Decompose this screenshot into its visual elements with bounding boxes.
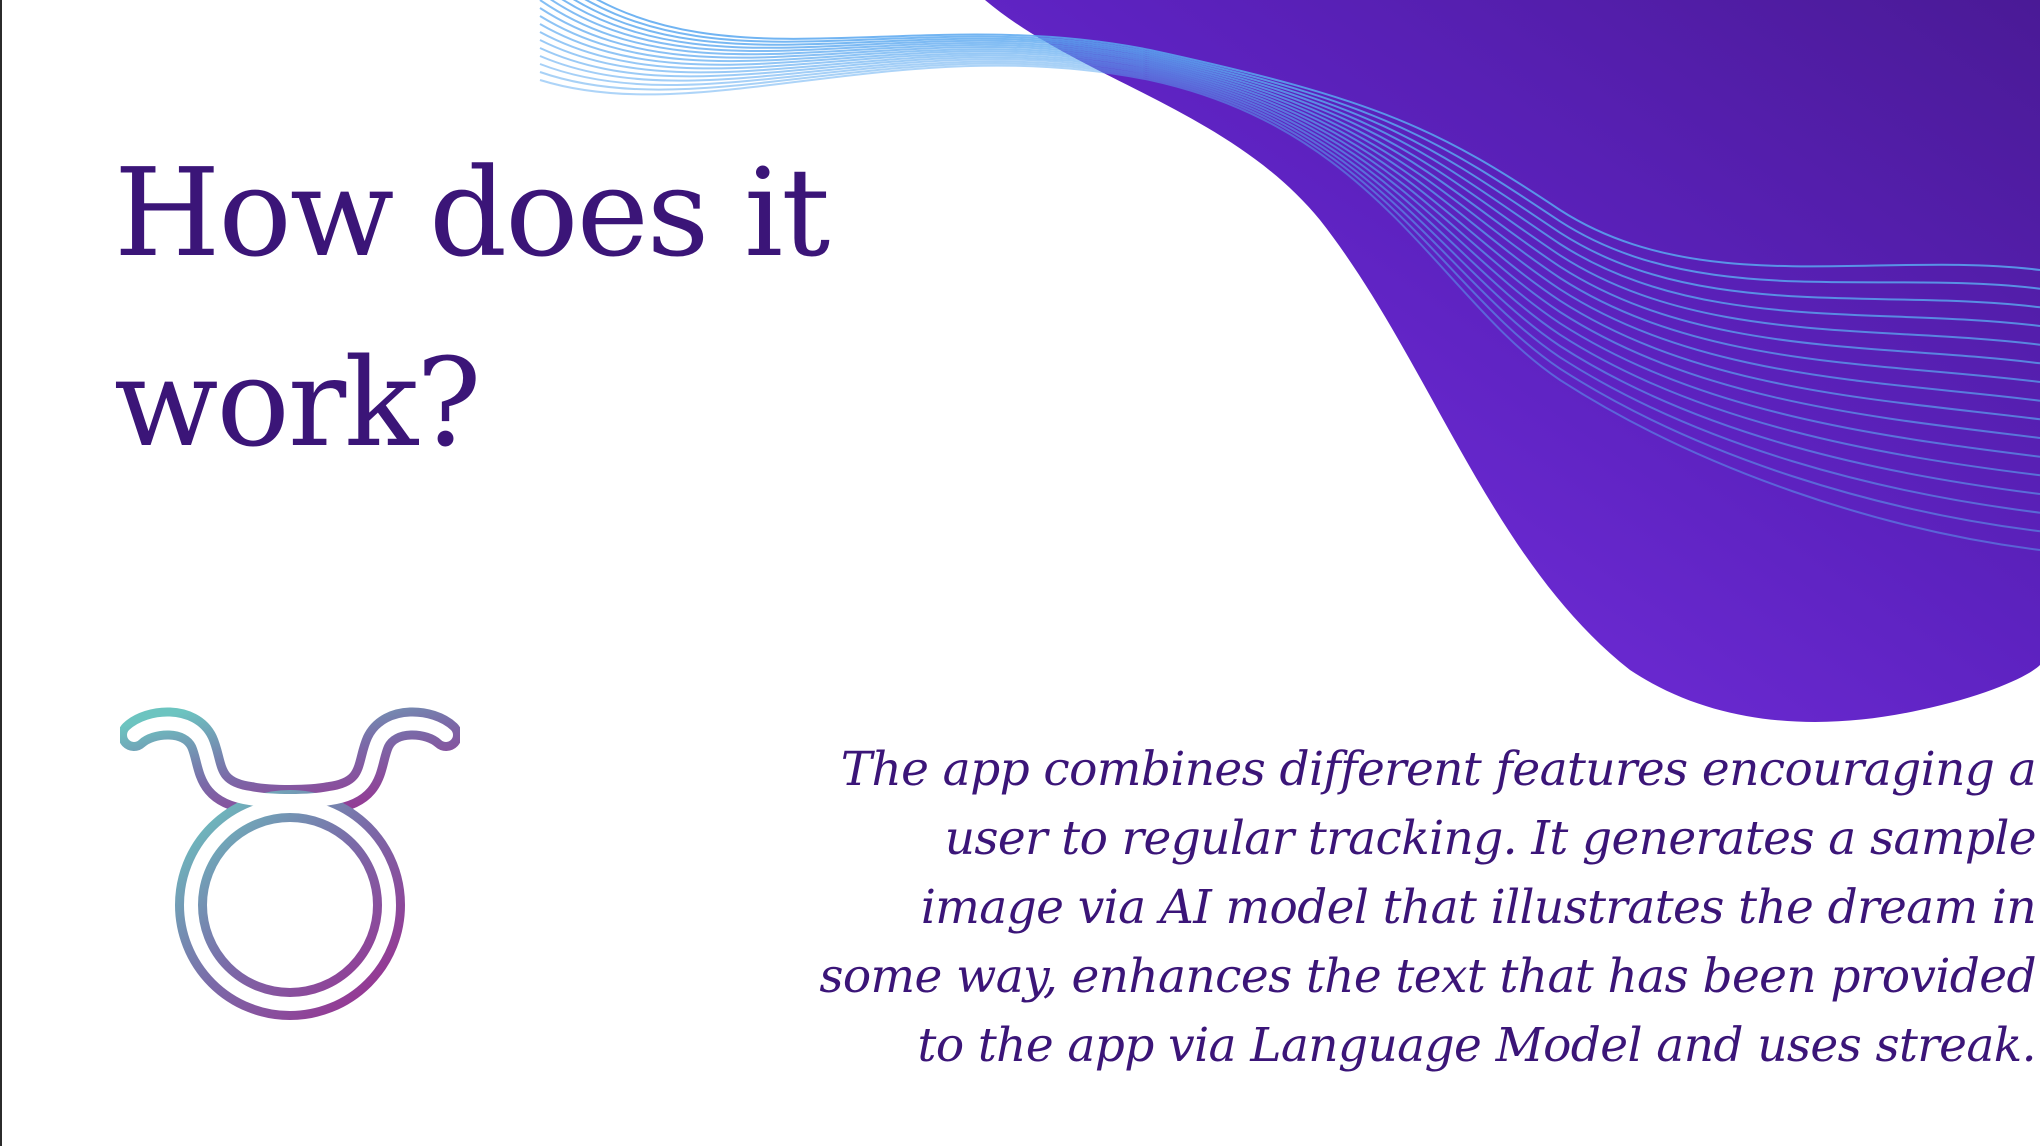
wave-line xyxy=(539,62,2040,533)
blue-line-waves xyxy=(539,0,2040,551)
wave-line xyxy=(539,55,2040,495)
wave-line xyxy=(573,0,2040,309)
wave-line xyxy=(539,47,2040,477)
wave-line xyxy=(595,0,2040,271)
purple-wave-shape xyxy=(985,0,2040,722)
wave-line xyxy=(550,0,2040,346)
wave-line xyxy=(539,7,2040,383)
wave-line xyxy=(539,23,2040,421)
taurus-zodiac-icon xyxy=(120,707,460,1020)
slide-left-border xyxy=(0,0,2,1146)
wave-line xyxy=(539,60,2040,514)
wave-line xyxy=(539,39,2040,458)
wave-line xyxy=(539,64,2040,551)
wave-line xyxy=(584,0,2040,290)
wave-line xyxy=(561,0,2040,327)
wave-line xyxy=(539,31,2040,439)
wave-line xyxy=(539,0,2040,365)
description-text: The app combines different features enco… xyxy=(819,742,2036,1073)
wave-line xyxy=(539,15,2040,402)
page-title: How does it work? xyxy=(114,142,830,474)
